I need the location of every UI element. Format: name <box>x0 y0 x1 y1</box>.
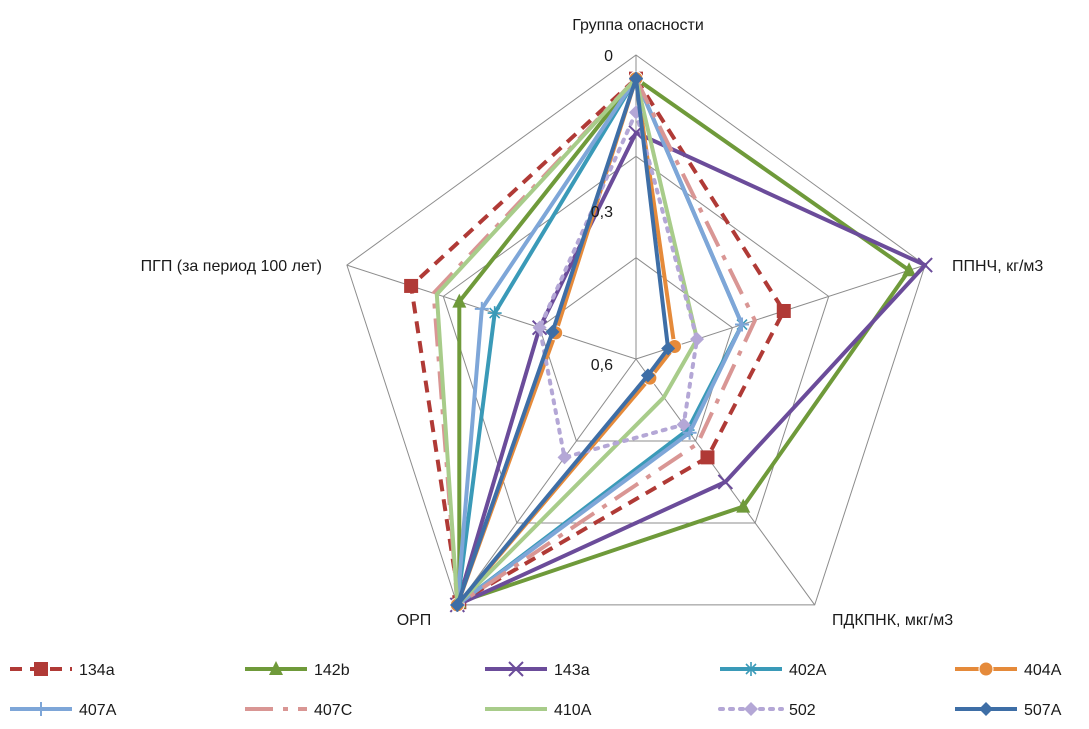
legend-label-134a: 134a <box>79 662 115 679</box>
series-9-marker <box>661 341 676 356</box>
series-8-marker <box>557 450 572 465</box>
radial-tick-labels: 0 0,3 0,6 <box>591 48 613 374</box>
series-8-marker <box>676 417 691 432</box>
series-5-marker <box>474 301 489 316</box>
axis-labels: Группа опасности ППНЧ, кг/м3 ПДКПНК, мкг/м… <box>141 17 1044 629</box>
legend-item-407A: 407A <box>10 702 117 719</box>
legend-item-407C: 407C <box>245 702 352 719</box>
series-1-marker <box>736 498 751 513</box>
legend-label-142b: 142b <box>314 662 350 679</box>
legend-label-502: 502 <box>789 702 816 719</box>
series-1-marker <box>269 661 283 675</box>
grid-ring-0 <box>346 54 926 606</box>
radar-series <box>404 70 933 613</box>
legend: 134a 142b 143a 402A 404A 407A 407C 410A 502 507A <box>10 661 1062 719</box>
legend-item-134a: 134a <box>10 662 115 679</box>
series-0-marker <box>776 303 791 318</box>
series-line-507A <box>455 76 671 607</box>
legend-label-402A: 402A <box>789 662 827 679</box>
legend-item-402A: 402A <box>720 662 827 679</box>
series-3-marker <box>487 306 502 321</box>
legend-item-404A: 404A <box>955 661 1062 679</box>
series-8-marker <box>690 332 705 347</box>
grid-spoke-4 <box>346 264 637 360</box>
r-tick-label-0: 0 <box>604 48 613 65</box>
series-9-marker <box>979 702 993 716</box>
axis-label-3: ОРП <box>397 612 432 629</box>
series-407A <box>450 71 750 612</box>
series-0-marker <box>404 278 419 293</box>
series-line-407A <box>455 76 744 607</box>
series-4-marker <box>978 661 994 677</box>
series-1-marker <box>902 262 917 277</box>
series-line-502 <box>537 110 699 460</box>
axis-label-1: ППНЧ, кг/м3 <box>952 258 1043 275</box>
series-2-marker <box>717 474 734 490</box>
series-9-marker <box>545 324 560 339</box>
axis-label-2: ПДКПНК, мкг/м3 <box>832 612 953 629</box>
legend-label-407A: 407A <box>79 702 117 719</box>
series-507A <box>450 71 676 612</box>
legend-label-507A: 507A <box>1024 702 1062 719</box>
series-8-marker <box>532 320 547 335</box>
axis-label-4: ПГП (за период 100 лет) <box>141 258 322 275</box>
legend-item-142b: 142b <box>245 661 350 679</box>
series-0-marker <box>700 450 715 465</box>
series-3-marker <box>680 423 695 438</box>
series-9-marker <box>640 368 655 383</box>
series-1-marker <box>452 293 467 308</box>
series-2-marker <box>917 257 933 273</box>
series-8-marker <box>744 702 758 716</box>
series-0-marker <box>34 662 48 676</box>
legend-item-502: 502 <box>718 702 816 719</box>
legend-item-143a: 143a <box>485 661 590 679</box>
series-3-marker <box>744 662 758 676</box>
axis-label-0: Группа опасности <box>572 17 704 34</box>
legend-item-507A: 507A <box>955 702 1062 719</box>
grid-spoke-3 <box>456 358 637 606</box>
series-402A <box>450 71 750 612</box>
series-2-marker <box>508 661 524 677</box>
r-tick-label-1: 0,3 <box>591 204 613 221</box>
series-5-marker <box>682 425 697 440</box>
series-9-marker <box>629 71 643 86</box>
r-tick-label-2: 0,6 <box>591 357 613 374</box>
series-line-407C <box>431 76 757 607</box>
legend-label-410A: 410A <box>554 702 592 719</box>
series-5-marker <box>34 702 48 716</box>
series-5-marker <box>735 317 750 332</box>
series-407C <box>431 76 757 607</box>
legend-label-407C: 407C <box>314 702 352 719</box>
series-line-134a <box>409 76 786 605</box>
legend-item-410A: 410A <box>485 702 592 719</box>
legend-label-143a: 143a <box>554 662 590 679</box>
series-9-marker <box>450 597 465 612</box>
legend-label-404A: 404A <box>1024 662 1062 679</box>
